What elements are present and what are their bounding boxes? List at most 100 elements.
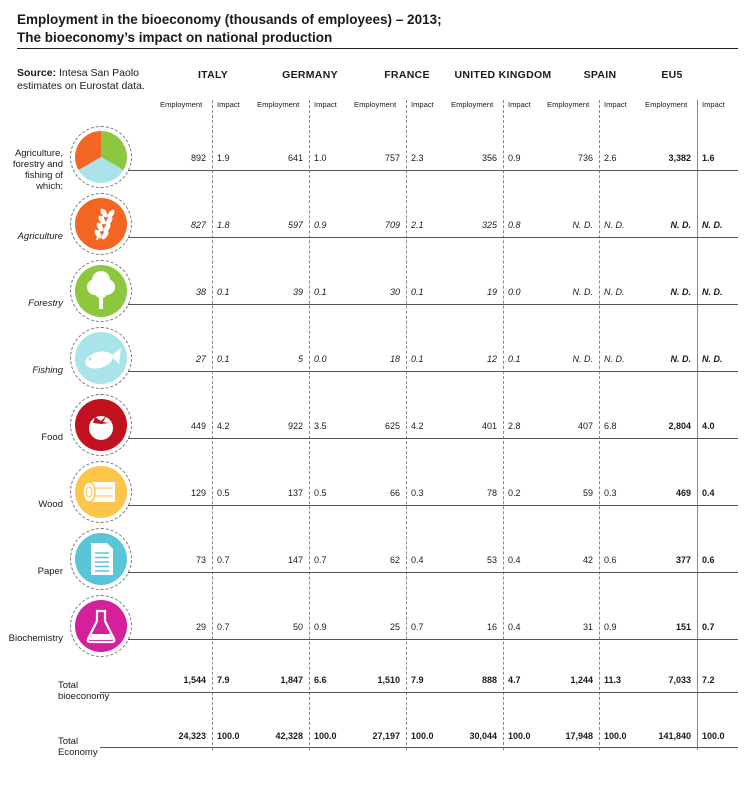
country-header: GERMANY	[282, 69, 338, 81]
column-divider	[309, 100, 310, 750]
employment-value: 2,804	[668, 421, 691, 431]
employment-value: 137	[287, 488, 303, 498]
source-note: Source: Intesa San Paolo estimates on Eu…	[17, 67, 167, 93]
employment-value: 469	[675, 488, 691, 498]
impact-value: 100.0	[314, 731, 337, 741]
employment-value: 141,840	[658, 731, 691, 741]
employment-value: 59	[582, 488, 593, 498]
impact-value: 100.0	[604, 731, 627, 741]
impact-value: 0.8	[508, 220, 521, 230]
impact-value: 2.8	[508, 421, 521, 431]
impact-value: 0.0	[508, 287, 521, 297]
employment-value: 1,544	[183, 675, 206, 685]
employment-value: 62	[389, 555, 400, 565]
wheat-icon	[70, 193, 132, 255]
source-text: Intesa San Paolo estimates on Eurostat d…	[17, 67, 145, 92]
employment-col-header: Employment	[354, 100, 397, 109]
impact-col-header: Impact	[314, 100, 337, 109]
impact-value: N. D.	[604, 354, 625, 364]
impact-value: 0.5	[314, 488, 327, 498]
row-label: Total Economy	[58, 736, 98, 758]
impact-col-header: Impact	[702, 100, 725, 109]
pie-icon	[70, 126, 132, 188]
row-divider	[100, 747, 738, 748]
impact-value: 1.9	[217, 153, 230, 163]
impact-value: 1.8	[217, 220, 230, 230]
employment-col-header: Employment	[451, 100, 494, 109]
impact-value: 0.7	[411, 622, 424, 632]
employment-col-header: Employment	[160, 100, 203, 109]
impact-value: 0.1	[508, 354, 521, 364]
impact-value: 7.2	[702, 675, 715, 685]
chart-title: Employment in the bioeconomy (thousands …	[17, 11, 737, 47]
employment-value: 16	[486, 622, 497, 632]
employment-value: N. D.	[572, 220, 593, 230]
impact-col-header: Impact	[411, 100, 434, 109]
employment-value: 24,323	[178, 731, 206, 741]
row-divider	[128, 438, 738, 439]
country-header: UNITED KINGDOM	[454, 69, 552, 81]
employment-value: N. D.	[670, 287, 691, 297]
employment-value: 31	[582, 622, 593, 632]
row-divider	[128, 371, 738, 372]
row-divider	[128, 505, 738, 506]
employment-value: 30,044	[469, 731, 497, 741]
impact-value: 0.9	[314, 220, 327, 230]
employment-value: 78	[486, 488, 497, 498]
row-divider	[128, 170, 738, 171]
employment-value: 29	[195, 622, 206, 632]
employment-value: 597	[287, 220, 303, 230]
impact-value: N. D.	[702, 220, 723, 230]
employment-value: 356	[481, 153, 497, 163]
impact-value: 6.8	[604, 421, 617, 431]
impact-value: 2.6	[604, 153, 617, 163]
employment-value: 827	[190, 220, 206, 230]
row-label: Forestry	[28, 298, 63, 309]
row-divider	[100, 692, 738, 693]
impact-value: 0.6	[604, 555, 617, 565]
employment-value: 709	[384, 220, 400, 230]
column-divider	[599, 100, 600, 750]
country-header: ITALY	[197, 69, 229, 81]
row-label: Total bioeconomy	[58, 680, 110, 702]
impact-value: 0.3	[604, 488, 617, 498]
impact-value: 2.1	[411, 220, 424, 230]
country-header: SPAIN	[583, 69, 617, 81]
row-divider	[128, 572, 738, 573]
impact-value: 4.2	[411, 421, 424, 431]
impact-value: 100.0	[217, 731, 240, 741]
impact-col-header: Impact	[604, 100, 627, 109]
impact-value: 0.3	[411, 488, 424, 498]
impact-value: N. D.	[702, 354, 723, 364]
log-icon	[70, 461, 132, 523]
impact-value: 0.4	[508, 622, 521, 632]
impact-value: 4.0	[702, 421, 715, 431]
employment-value: 325	[481, 220, 497, 230]
employment-value: 5	[297, 354, 303, 364]
row-label: Agriculture, forestry and fishing of whi…	[12, 148, 63, 192]
column-divider	[503, 100, 504, 750]
employment-value: 401	[481, 421, 497, 431]
row-label: Wood	[38, 499, 63, 510]
column-divider	[697, 100, 698, 750]
employment-col-header: Employment	[645, 100, 688, 109]
impact-value: N. D.	[604, 287, 625, 297]
impact-value: 0.1	[217, 287, 230, 297]
employment-value: 641	[287, 153, 303, 163]
employment-value: 50	[292, 622, 303, 632]
impact-value: 0.7	[217, 622, 230, 632]
employment-value: 1,847	[280, 675, 303, 685]
impact-value: 0.4	[702, 488, 715, 498]
impact-value: 0.0	[314, 354, 327, 364]
impact-value: 6.6	[314, 675, 327, 685]
employment-value: N. D.	[670, 354, 691, 364]
column-divider	[406, 100, 407, 750]
impact-value: 0.6	[702, 555, 715, 565]
employment-value: 892	[190, 153, 206, 163]
impact-value: N. D.	[702, 287, 723, 297]
impact-value: 0.9	[508, 153, 521, 163]
employment-value: 17,948	[565, 731, 593, 741]
impact-value: 0.9	[604, 622, 617, 632]
impact-value: 0.1	[217, 354, 230, 364]
title-line-1: Employment in the bioeconomy (thousands …	[17, 12, 442, 27]
